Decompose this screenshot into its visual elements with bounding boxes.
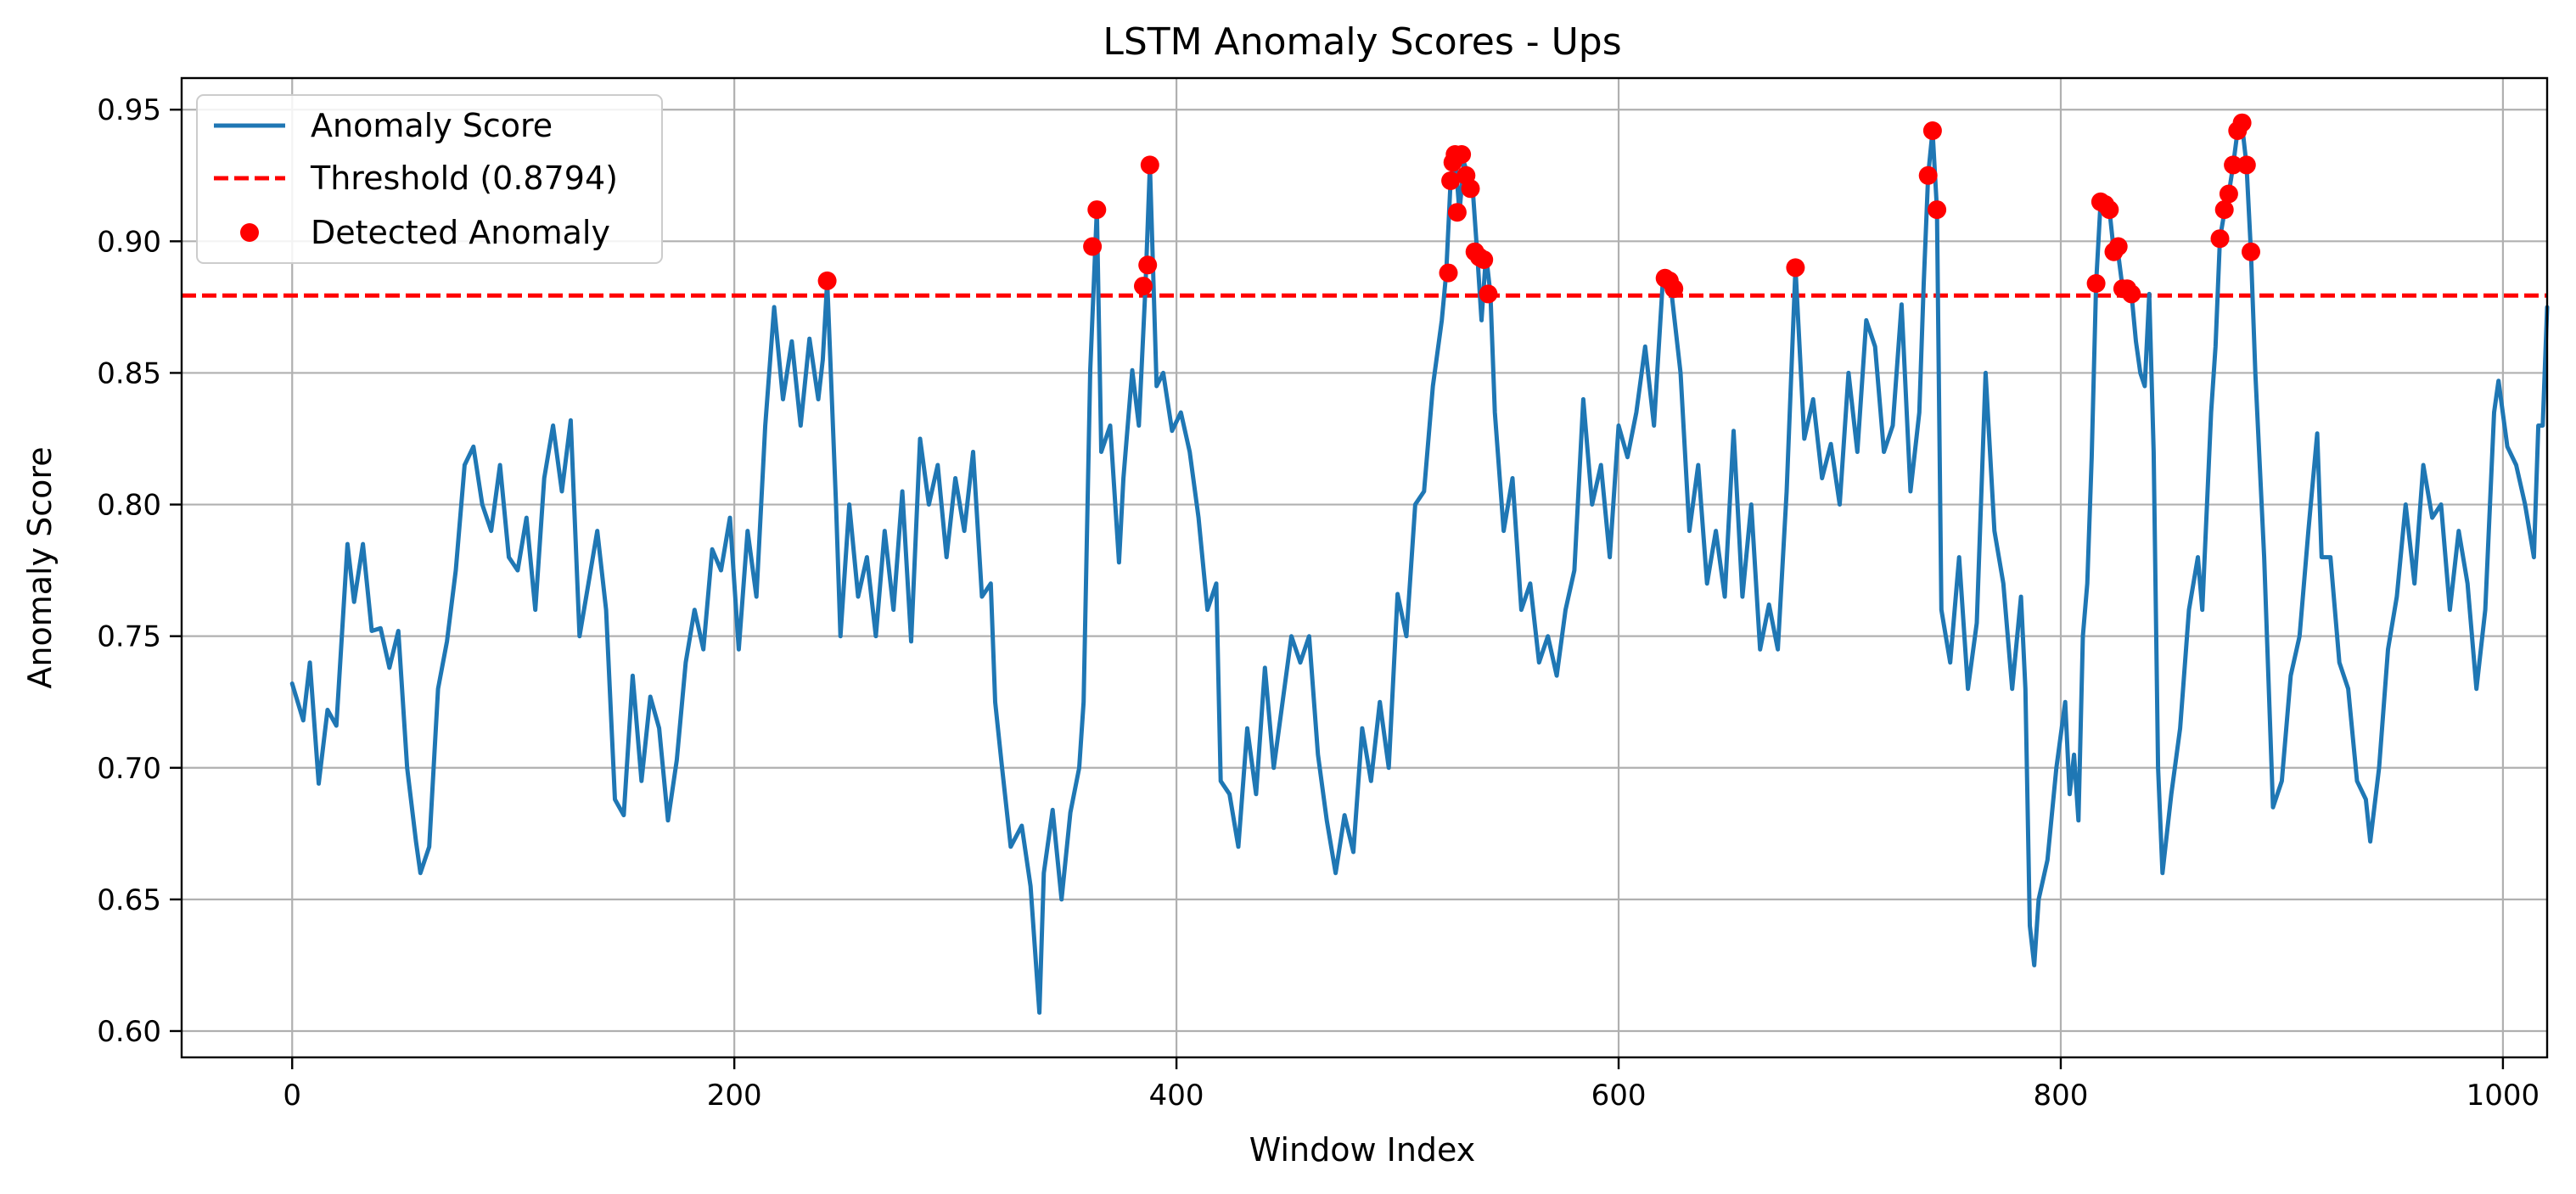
anomaly-point xyxy=(1461,179,1480,199)
x-tick-label: 400 xyxy=(1149,1079,1204,1113)
x-tick-label: 1000 xyxy=(2467,1079,2540,1113)
anomaly-point xyxy=(1664,279,1684,299)
legend: Anomaly Score Threshold (0.8794) Detecte… xyxy=(196,94,663,264)
anomaly-point xyxy=(2236,155,2256,175)
anomaly-point xyxy=(1474,250,1494,269)
anomaly-point xyxy=(1087,200,1107,220)
legend-anomaly-label: Detected Anomaly xyxy=(311,214,610,251)
anomaly-layer xyxy=(817,113,2260,304)
y-tick-label: 0.90 xyxy=(97,225,161,259)
anomaly-point xyxy=(2108,237,2128,256)
anomaly-point xyxy=(1786,258,1805,277)
legend-score-label: Anomaly Score xyxy=(311,107,553,144)
anomaly-point xyxy=(817,271,837,290)
anomaly-point xyxy=(2232,113,2252,132)
anomaly-point xyxy=(1928,200,1947,220)
anomaly-point xyxy=(2219,184,2238,204)
legend-threshold-label: Threshold (0.8794) xyxy=(310,160,618,197)
y-axis-label: Anomaly Score xyxy=(21,446,59,688)
anomaly-point xyxy=(1447,203,1467,222)
x-tick-label: 200 xyxy=(707,1079,762,1113)
x-axis-label: Window Index xyxy=(1249,1131,1476,1169)
x-tick-label: 600 xyxy=(1591,1079,1647,1113)
legend-anomaly-swatch xyxy=(240,223,259,242)
y-tick-label: 0.75 xyxy=(97,620,161,654)
anomaly-point xyxy=(2122,284,2141,304)
y-tick-label: 0.80 xyxy=(97,489,161,523)
y-tick-label: 0.95 xyxy=(97,93,161,127)
anomaly-point xyxy=(1918,165,1938,185)
anomaly-point xyxy=(1479,284,1498,304)
y-tick-label: 0.60 xyxy=(97,1015,161,1049)
y-tick-label: 0.65 xyxy=(97,883,161,917)
anomaly-point xyxy=(1134,277,1153,296)
x-tick-label: 800 xyxy=(2034,1079,2089,1113)
anomaly-point xyxy=(1922,121,1942,140)
y-axis: 0.60 0.65 0.70 0.75 0.80 0.85 0.90 0.95 xyxy=(97,93,182,1049)
x-tick-label: 0 xyxy=(283,1079,301,1113)
chart-title: LSTM Anomaly Scores - Ups xyxy=(1103,20,1621,64)
x-axis: 0 200 400 600 800 1000 xyxy=(283,1057,2540,1113)
y-tick-label: 0.70 xyxy=(97,752,161,786)
anomaly-point xyxy=(2086,274,2106,293)
plot-frame xyxy=(180,76,2549,1059)
anomaly-point xyxy=(1140,155,1159,175)
anomaly-point xyxy=(2242,242,2260,261)
y-tick-label: 0.85 xyxy=(97,356,161,390)
anomaly-point xyxy=(1441,171,1461,190)
anomaly-point xyxy=(1083,237,1103,256)
anomaly-point xyxy=(1138,255,1158,275)
anomaly-point xyxy=(2224,155,2243,175)
anomaly-point xyxy=(2214,200,2234,220)
anomaly-point xyxy=(2100,200,2119,220)
anomaly-point xyxy=(2210,229,2230,249)
legend-box xyxy=(196,94,663,264)
anomaly-point xyxy=(1439,263,1458,283)
anomaly-point xyxy=(1452,145,1472,164)
